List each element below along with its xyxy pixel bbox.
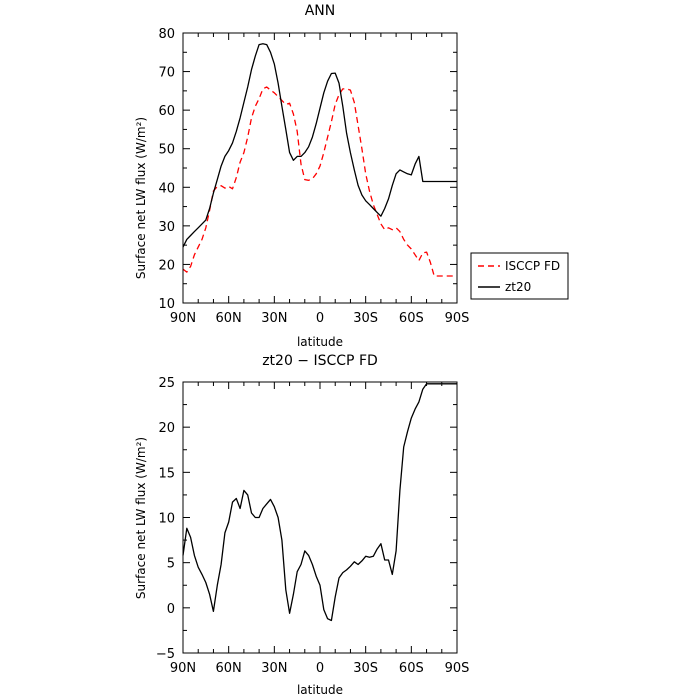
bottom-chart-title: zt20 − ISCCP FD <box>262 353 378 369</box>
bottom-y-tick-label: 15 <box>158 466 175 481</box>
bottom-x-axis-label: latitude <box>297 683 343 697</box>
top-x-tick-label: 60S <box>399 311 424 326</box>
top-y-tick-label: 20 <box>158 258 175 273</box>
top-x-axis-label: latitude <box>297 335 343 349</box>
top-chart-title: ANN <box>305 3 336 19</box>
top-legend: ISCCP FD zt20 <box>470 252 569 300</box>
bottom-y-tick-label: 20 <box>158 421 175 436</box>
bottom-y-axis-label: Surface net LW flux (W/m²) <box>134 437 148 599</box>
top-x-tick-label: 0 <box>316 311 324 326</box>
bottom-plot-frame <box>182 381 458 654</box>
top-y-tick-label: 60 <box>158 104 175 119</box>
top-y-tick-label: 30 <box>158 220 175 235</box>
top-panel: ANN Surface net LW flux (W/m²) latitude … <box>134 3 569 349</box>
legend-box <box>470 252 569 300</box>
bottom-x-tick-label: 90N <box>170 661 196 676</box>
top-y-tick-label: 70 <box>158 66 175 81</box>
bottom-series-line-0 <box>182 383 457 622</box>
top-y-tick-label: 50 <box>158 143 175 158</box>
top-y-tick-label: 40 <box>158 181 175 196</box>
bottom-x-tick-label: 0 <box>316 661 324 676</box>
bottom-panel: zt20 − ISCCP FD Surface net LW flux (W/m… <box>134 353 469 697</box>
top-y-tick-label: 80 <box>158 27 175 42</box>
bottom-x-tick-label: 60S <box>399 661 424 676</box>
bottom-x-tick-label: 30S <box>353 661 378 676</box>
bottom-y-tick-label: 0 <box>167 602 175 617</box>
top-y-tick-label: 10 <box>158 297 175 312</box>
bottom-x-tick-label: 90S <box>445 661 470 676</box>
bottom-y-tick-label: 10 <box>158 512 175 527</box>
top-x-tick-label: 90N <box>170 311 196 326</box>
top-y-axis-label: Surface net LW flux (W/m²) <box>134 117 148 279</box>
top-x-tick-label: 60N <box>216 311 242 326</box>
legend-isccp-label: ISCCP FD <box>505 259 560 273</box>
bottom-y-tick-label: 25 <box>158 376 175 391</box>
top-x-tick-label: 30S <box>353 311 378 326</box>
bottom-x-tick-label: 60N <box>216 661 242 676</box>
bottom-y-tick-label: 5 <box>167 557 175 572</box>
top-x-tick-label: 90S <box>445 311 470 326</box>
top-series-line-isccp-fd <box>182 86 457 277</box>
top-x-tick-label: 30N <box>261 311 287 326</box>
top-series-line-zt20 <box>182 43 457 248</box>
top-plot-frame <box>182 32 458 304</box>
legend-zt20-label: zt20 <box>505 280 531 294</box>
bottom-y-tick-label: −5 <box>156 647 175 662</box>
bottom-x-tick-label: 30N <box>261 661 287 676</box>
